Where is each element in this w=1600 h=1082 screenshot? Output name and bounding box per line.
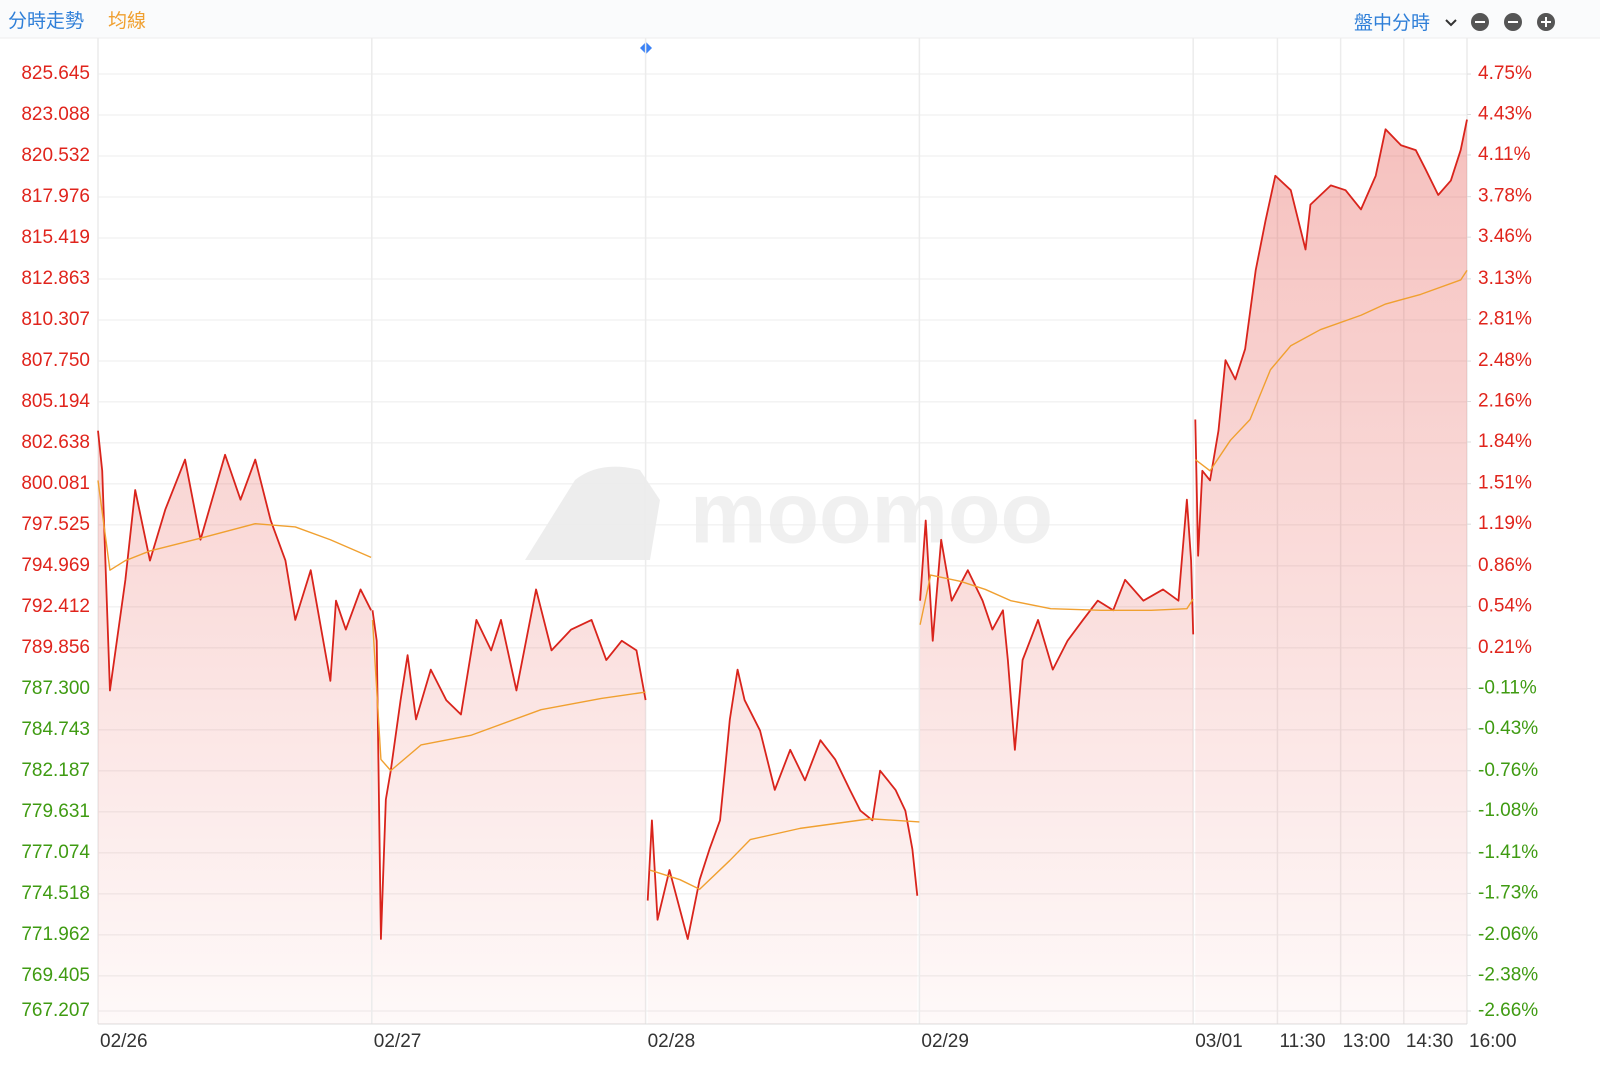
y2-tick-label: 1.19%: [1478, 513, 1532, 534]
zoom-in-icon[interactable]: [1537, 13, 1555, 31]
y-tick-label: 787.300: [21, 678, 90, 699]
y-tick-label: 817.976: [21, 186, 90, 207]
y2-tick-label: -2.06%: [1478, 924, 1538, 945]
y2-tick-label: 3.46%: [1478, 226, 1532, 247]
x-tick-label: 11:30: [1279, 1031, 1325, 1052]
y-tick-label: 779.631: [21, 801, 90, 822]
y2-tick-label: -0.43%: [1478, 718, 1538, 739]
average-line: [97, 269, 1468, 891]
price-line: [97, 119, 1468, 940]
y2-tick-label: -2.66%: [1478, 1000, 1538, 1021]
price-area: [98, 119, 1467, 1025]
y2-tick-label: -1.41%: [1478, 842, 1538, 863]
watermark: moomoo: [690, 466, 1053, 562]
toolbar: [0, 0, 1600, 38]
y2-tick-label: 0.54%: [1478, 595, 1532, 616]
y-tick-label: 777.074: [21, 842, 90, 863]
y-tick-label: 792.412: [21, 596, 90, 617]
y2-tick-label: -1.73%: [1478, 882, 1538, 903]
y2-tick-label: 4.75%: [1478, 63, 1532, 84]
dropdown-chevron[interactable]: [1445, 19, 1457, 27]
y-tick-label: 784.743: [21, 719, 90, 740]
x-tick-label: 02/29: [921, 1031, 969, 1052]
y2-tick-label: 3.78%: [1478, 186, 1532, 207]
y2-tick-label: -0.76%: [1478, 760, 1538, 781]
watermark-logo: [525, 466, 660, 560]
y-tick-label: 815.419: [21, 227, 90, 248]
y-tick-label: 797.525: [21, 514, 90, 535]
mode-selector[interactable]: 盤中分時: [1354, 12, 1430, 34]
y-tick-label: 774.518: [21, 883, 90, 904]
x-tick-label: 02/28: [648, 1031, 696, 1052]
x-tick-label: 03/01: [1195, 1031, 1243, 1052]
x-tick-label: 13:00: [1343, 1031, 1391, 1052]
y2-tick-label: 0.86%: [1478, 555, 1532, 576]
y2-tick-label: 4.43%: [1478, 104, 1532, 125]
y-tick-label: 800.081: [21, 473, 90, 494]
y-tick-label: 802.638: [21, 432, 90, 453]
y2-tick-label: -2.38%: [1478, 965, 1538, 986]
y-tick-label: 825.645: [21, 63, 90, 84]
y2-tick-label: -1.08%: [1478, 800, 1538, 821]
y2-tick-label: 3.13%: [1478, 268, 1532, 289]
y-tick-label: 823.088: [21, 104, 90, 125]
x-tick-label: 14:30: [1406, 1031, 1454, 1052]
y2-tick-label: 2.81%: [1478, 308, 1532, 329]
y-tick-label: 794.969: [21, 555, 90, 576]
y2-tick-label: 1.84%: [1478, 431, 1532, 452]
y2-tick-label: 1.51%: [1478, 473, 1532, 494]
x-tick-label: 02/26: [100, 1031, 148, 1052]
y2-tick-label: 4.11%: [1478, 144, 1531, 165]
y-tick-label: 807.750: [21, 350, 90, 371]
x-tick-label: 02/27: [374, 1031, 422, 1052]
y-tick-label: 812.863: [21, 268, 90, 289]
y-tick-label: 769.405: [21, 965, 90, 986]
y-tick-label: 789.856: [21, 637, 90, 658]
y2-tick-label: 2.48%: [1478, 350, 1532, 371]
y2-tick-label: 0.21%: [1478, 637, 1532, 658]
legend-average[interactable]: 均線: [108, 10, 146, 32]
x-tick-label: 16:00: [1469, 1031, 1517, 1052]
y-tick-label: 782.187: [21, 760, 90, 781]
y-tick-label: 771.962: [21, 924, 90, 945]
y-tick-label: 805.194: [21, 391, 90, 412]
y-tick-label: 820.532: [21, 145, 90, 166]
y2-tick-label: 2.16%: [1478, 391, 1532, 412]
y-tick-label: 767.207: [21, 1000, 90, 1021]
legend-price[interactable]: 分時走勢: [8, 10, 84, 32]
zoom-reset-icon[interactable]: [1504, 13, 1522, 31]
y2-tick-label: -0.11%: [1478, 678, 1537, 699]
y-tick-label: 810.307: [21, 309, 90, 330]
zoom-out-icon[interactable]: [1471, 13, 1489, 31]
